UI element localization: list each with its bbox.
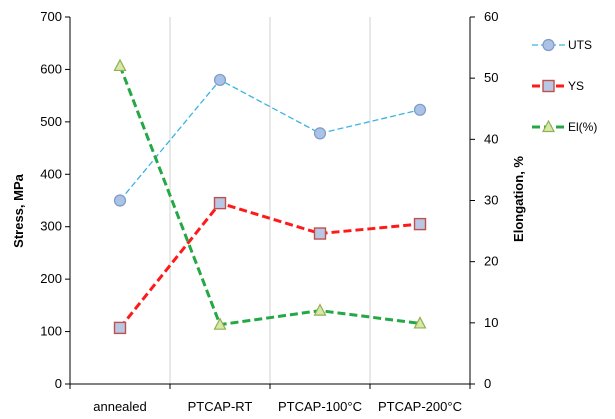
right-tick-label: 0 bbox=[484, 376, 491, 391]
legend-label: UTS bbox=[568, 38, 592, 52]
x-category-label: annealed bbox=[93, 399, 147, 414]
left-tick-label: 600 bbox=[40, 61, 62, 76]
data-point-uts bbox=[215, 74, 226, 85]
legend-label: YS bbox=[568, 79, 584, 93]
data-point-ys bbox=[415, 219, 426, 230]
left-tick-label: 300 bbox=[40, 219, 62, 234]
right-tick-label: 10 bbox=[484, 315, 498, 330]
left-tick-label: 500 bbox=[40, 114, 62, 129]
legend: UTS YS El(%) bbox=[532, 38, 597, 134]
data-point-el bbox=[115, 60, 126, 71]
x-axis-ticks: annealed PTCAP-RT PTCAP-100°C PTCAP-200°C bbox=[70, 384, 470, 414]
data-point-ys bbox=[215, 198, 226, 209]
legend-swatch-marker bbox=[543, 81, 554, 92]
right-tick-label: 30 bbox=[484, 193, 498, 208]
left-y-axis-ticks: 0 100 200 300 400 500 600 700 bbox=[40, 9, 70, 391]
x-category-label: PTCAP-200°C bbox=[378, 399, 462, 414]
x-category-label: PTCAP-100°C bbox=[278, 399, 362, 414]
legend-item-ys: YS bbox=[532, 79, 584, 93]
left-tick-label: 100 bbox=[40, 324, 62, 339]
x-category-label: PTCAP-RT bbox=[188, 399, 253, 414]
left-tick-label: 700 bbox=[40, 9, 62, 24]
right-tick-label: 50 bbox=[484, 70, 498, 85]
left-tick-label: 400 bbox=[40, 166, 62, 181]
right-y-axis-title: Elongation, % bbox=[511, 156, 526, 242]
data-point-uts bbox=[315, 128, 326, 139]
legend-item-el: El(%) bbox=[532, 120, 597, 134]
data-point-ys bbox=[115, 322, 126, 333]
right-tick-label: 60 bbox=[484, 9, 498, 24]
category-gridlines bbox=[170, 17, 370, 384]
left-y-axis-title: Stress, MPa bbox=[11, 173, 26, 247]
right-y-axis-ticks: 0 10 20 30 40 50 60 bbox=[470, 9, 498, 391]
left-tick-label: 0 bbox=[55, 376, 62, 391]
legend-item-uts: UTS bbox=[532, 38, 592, 52]
legend-label: El(%) bbox=[568, 120, 597, 134]
data-point-uts bbox=[415, 104, 426, 115]
data-point-uts bbox=[115, 195, 126, 206]
right-tick-label: 40 bbox=[484, 131, 498, 146]
legend-swatch-marker bbox=[543, 40, 554, 51]
data-point-ys bbox=[315, 228, 326, 239]
left-tick-label: 200 bbox=[40, 271, 62, 286]
right-tick-label: 20 bbox=[484, 254, 498, 269]
